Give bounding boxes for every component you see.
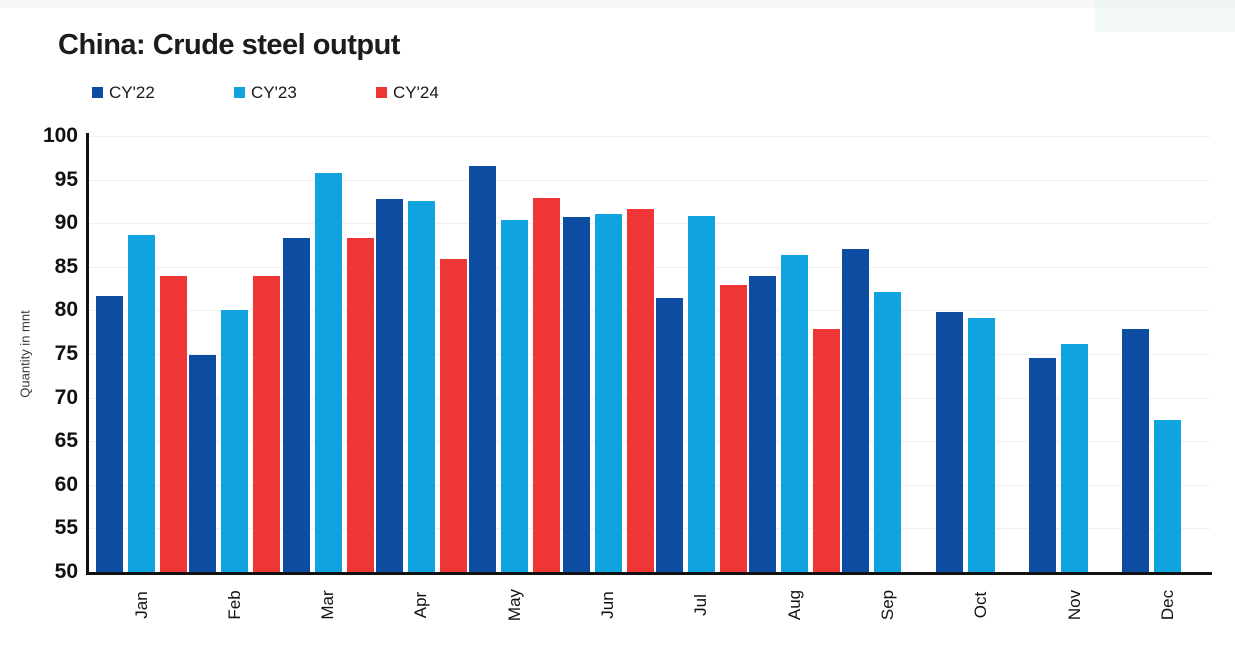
- y-tick-label: 50: [54, 560, 78, 584]
- legend-item-cy22: CY'22: [92, 82, 155, 102]
- bar-cy22-may: [469, 165, 497, 572]
- bar-cy23-apr: [407, 200, 435, 572]
- bar-cy22-mar: [282, 238, 310, 572]
- gridline: [88, 136, 1210, 137]
- bar-cy22-apr: [375, 198, 403, 572]
- bar-cy22-nov: [1029, 358, 1056, 572]
- x-tick-label-jun: Jun: [598, 591, 617, 619]
- x-tick-label-oct: Oct: [971, 591, 991, 619]
- x-tick-label-may: May: [504, 588, 524, 622]
- x-tick-label-dec: Dec: [1157, 589, 1177, 621]
- bar-cy23-jul: [687, 216, 715, 572]
- bar-cy23-mar: [314, 173, 342, 572]
- y-tick-label: 100: [42, 124, 78, 148]
- bar-cy23-aug: [781, 254, 809, 572]
- y-tick-label: 55: [54, 516, 78, 540]
- bar-cy24-jul: [719, 285, 747, 572]
- legend-label-cy24: CY'24: [393, 82, 439, 102]
- x-tick-label-jul: Jul: [691, 594, 711, 616]
- legend-swatch-cy24-icon: [376, 87, 387, 98]
- bar-cy22-dec: [1122, 328, 1150, 572]
- bar-cy23-sep: [874, 292, 902, 572]
- bar-cy24-may: [533, 197, 561, 572]
- x-tick-label-sep: Sep: [877, 589, 897, 621]
- y-tick-label: 65: [54, 429, 78, 453]
- x-tick-label-aug: Aug: [784, 589, 804, 621]
- y-axis-line: [86, 133, 89, 575]
- bar-cy22-jul: [655, 298, 683, 572]
- bar-cy24-mar: [346, 238, 374, 572]
- y-tick-label: 60: [54, 472, 78, 496]
- top-right-watermark: [1095, 0, 1235, 32]
- bar-cy24-apr: [439, 258, 467, 572]
- x-tick-label-feb: Feb: [224, 590, 244, 620]
- bar-cy22-oct: [935, 312, 963, 572]
- legend-label-cy23: CY'23: [251, 82, 297, 102]
- y-tick-label: 85: [54, 254, 78, 278]
- bar-cy23-oct: [967, 318, 995, 572]
- bar-cy23-nov: [1061, 344, 1088, 572]
- chart-title: China: Crude steel output: [58, 29, 400, 61]
- legend-item-cy24: CY'24: [376, 82, 439, 102]
- bar-cy24-aug: [813, 328, 841, 572]
- y-tick-label: 90: [54, 211, 78, 235]
- legend-swatch-cy23-icon: [234, 87, 245, 98]
- bar-cy24-jan: [160, 275, 187, 572]
- bar-cy22-sep: [842, 249, 870, 572]
- y-tick-label: 80: [54, 298, 78, 322]
- legend-label-cy22: CY'22: [109, 82, 155, 102]
- y-tick-label: 95: [54, 167, 78, 191]
- bar-cy22-aug: [749, 276, 777, 572]
- x-tick-label-nov: Nov: [1064, 589, 1084, 621]
- x-tick-label-mar: Mar: [318, 590, 338, 620]
- bar-cy22-feb: [189, 354, 217, 572]
- bar-cy23-may: [501, 219, 529, 572]
- x-axis-line: [86, 572, 1212, 575]
- top-edge-strip: [0, 0, 1235, 8]
- bar-cy24-feb: [253, 275, 281, 572]
- bar-cy22-jan: [96, 295, 123, 572]
- bar-cy24-jun: [626, 209, 654, 572]
- y-tick-label: 75: [54, 342, 78, 366]
- legend-swatch-cy22-icon: [92, 87, 103, 98]
- legend-item-cy23: CY'23: [234, 82, 297, 102]
- gridline: [88, 179, 1210, 181]
- y-tick-label: 70: [54, 385, 78, 409]
- x-tick-label-apr: Apr: [411, 591, 431, 619]
- bar-cy23-jun: [594, 213, 622, 572]
- bar-cy23-jan: [128, 235, 155, 572]
- x-tick-label-jan: Jan: [131, 591, 151, 619]
- bar-cy23-dec: [1154, 420, 1182, 572]
- bar-cy22-jun: [562, 217, 590, 572]
- bar-cy23-feb: [221, 310, 249, 572]
